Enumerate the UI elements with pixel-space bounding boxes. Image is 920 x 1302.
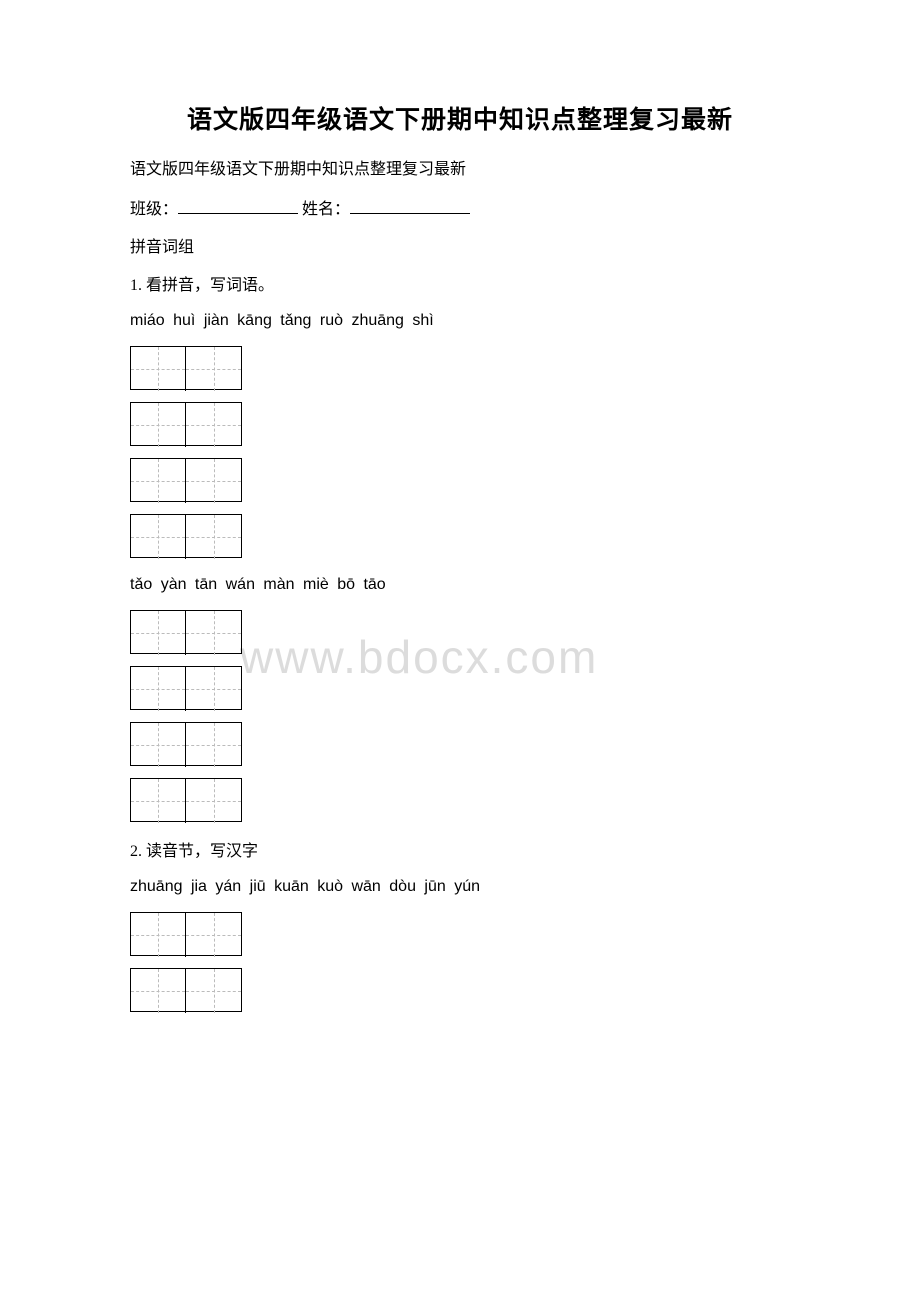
form-row: 班级： 姓名：	[130, 196, 790, 222]
tianzige-box[interactable]	[130, 778, 242, 822]
class-label: 班级：	[130, 201, 178, 218]
question-1-pinyin-row-1: miáo huì jiàn kāng tǎng ruò zhuāng shì	[130, 312, 790, 330]
question-1-label: 1. 看拼音，写词语。	[130, 274, 790, 298]
tianzige-box[interactable]	[130, 722, 242, 766]
tianzige-cell[interactable]	[186, 913, 241, 957]
name-label: 姓名：	[302, 201, 350, 218]
tianzige-cell[interactable]	[186, 667, 241, 711]
tianzige-cell[interactable]	[131, 723, 186, 767]
tianzige-cell[interactable]	[186, 779, 241, 823]
tianzige-cell[interactable]	[186, 515, 241, 559]
tianzige-box[interactable]	[130, 912, 242, 956]
tianzige-box[interactable]	[130, 458, 242, 502]
tianzige-box[interactable]	[130, 514, 242, 558]
tianzige-cell[interactable]	[131, 913, 186, 957]
tianzige-cell[interactable]	[186, 723, 241, 767]
tianzige-cell[interactable]	[186, 347, 241, 391]
tianzige-box[interactable]	[130, 610, 242, 654]
section-heading: 拼音词组	[130, 236, 790, 260]
tianzige-box[interactable]	[130, 666, 242, 710]
tianzige-cell[interactable]	[131, 347, 186, 391]
question-2-pinyin-row-1: zhuāng jia yán jiū kuān kuò wān dòu jūn …	[130, 878, 790, 896]
tianzige-group-2	[130, 610, 790, 822]
tianzige-cell[interactable]	[186, 403, 241, 447]
subtitle-text: 语文版四年级语文下册期中知识点整理复习最新	[130, 158, 790, 182]
tianzige-cell[interactable]	[186, 969, 241, 1013]
tianzige-cell[interactable]	[186, 459, 241, 503]
tianzige-group-1	[130, 346, 790, 558]
tianzige-box[interactable]	[130, 346, 242, 390]
name-blank[interactable]	[350, 196, 470, 214]
page-title: 语文版四年级语文下册期中知识点整理复习最新	[130, 100, 790, 136]
tianzige-cell[interactable]	[131, 459, 186, 503]
tianzige-cell[interactable]	[131, 667, 186, 711]
tianzige-cell[interactable]	[131, 515, 186, 559]
question-1-pinyin-row-2: tǎo yàn tān wán màn miè bō tāo	[130, 576, 790, 594]
tianzige-box[interactable]	[130, 402, 242, 446]
tianzige-box[interactable]	[130, 968, 242, 1012]
tianzige-group-3	[130, 912, 790, 1012]
question-2-label: 2. 读音节，写汉字	[130, 840, 790, 864]
tianzige-cell[interactable]	[186, 611, 241, 655]
tianzige-cell[interactable]	[131, 779, 186, 823]
class-blank[interactable]	[178, 196, 298, 214]
tianzige-cell[interactable]	[131, 403, 186, 447]
tianzige-cell[interactable]	[131, 611, 186, 655]
tianzige-cell[interactable]	[131, 969, 186, 1013]
